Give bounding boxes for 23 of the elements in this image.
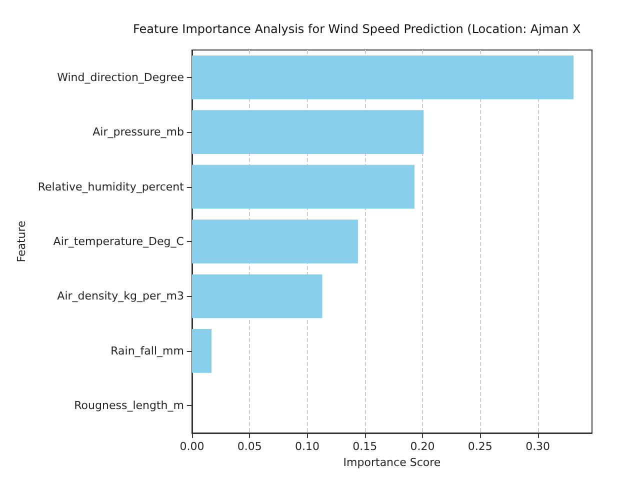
y-tick-label: Air_density_kg_per_m3	[57, 290, 184, 303]
chart-title: Feature Importance Analysis for Wind Speed Prediction (Location: Ajman X	[133, 22, 581, 36]
bar	[192, 110, 424, 154]
x-axis-title: Importance Score	[343, 456, 441, 469]
bar	[192, 274, 322, 318]
x-tick-label: 0.20	[410, 440, 435, 453]
x-tick-label: 0.00	[180, 440, 204, 453]
y-tick-label: Air_temperature_Deg_C	[53, 235, 184, 248]
x-tick-label: 0.25	[468, 440, 492, 453]
x-tick-label: 0.10	[295, 440, 320, 453]
x-tick-label: 0.30	[526, 440, 550, 453]
y-axis-title: Feature	[15, 220, 28, 262]
x-tick-label: 0.15	[352, 440, 378, 453]
bar	[192, 220, 358, 264]
y-tick-label: Relative_humidity_percent	[38, 180, 185, 194]
y-tick-label: Air_pressure_mb	[92, 126, 184, 139]
bar	[192, 329, 212, 373]
bar	[192, 55, 574, 100]
y-tick-label: Rain_fall_mm	[110, 344, 184, 358]
y-tick-label: Wind_direction_Degree	[57, 70, 184, 84]
x-tick-label: 0.05	[237, 440, 262, 453]
bar	[192, 164, 414, 209]
y-tick-label: Rougness_length_m	[74, 399, 184, 412]
